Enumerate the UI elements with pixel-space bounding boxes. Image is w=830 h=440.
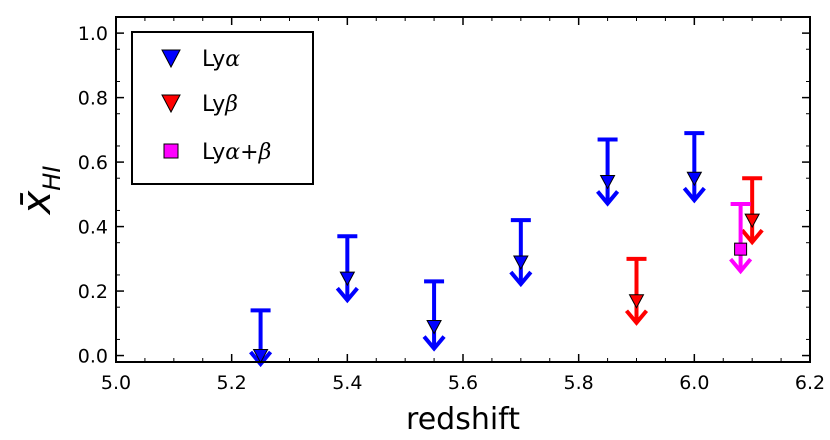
x-tick-label: 6.2 — [795, 372, 825, 394]
legend-entry-label: Lyα+β — [202, 140, 271, 165]
legend-marker-square — [163, 143, 179, 159]
data-point-triangle — [252, 349, 269, 364]
data-point-triangle — [628, 294, 645, 309]
axes-border — [115, 16, 811, 363]
series-Lyα+β — [729, 202, 753, 275]
data-point-triangle — [599, 174, 616, 190]
upper-limit-arrowhead — [596, 190, 620, 207]
data-point-triangle — [512, 255, 529, 271]
y-axis-label-main: x̄ — [14, 190, 60, 216]
data-point-triangle — [426, 320, 442, 335]
svg-text:x̄HI: x̄HI — [14, 166, 66, 217]
upper-limit-arrowhead — [729, 257, 753, 275]
x-tick-label: 5.8 — [564, 372, 594, 394]
legend-marker-triangle — [161, 49, 181, 69]
x-axis-label: redshift — [406, 402, 520, 437]
y-tick-label: 0.2 — [78, 281, 108, 303]
x-tick-label: 5.6 — [448, 372, 478, 394]
plot-frame — [115, 16, 811, 363]
legend-entry-label: Lyα — [202, 47, 240, 72]
y-tick-label: 0.0 — [78, 346, 108, 368]
series-Lyβ — [624, 176, 764, 326]
upper-limit-arrowhead — [422, 335, 446, 352]
x-tick-label: 6.0 — [679, 372, 709, 394]
data-point-triangle — [686, 171, 703, 187]
x-tick-label: 5.4 — [332, 372, 362, 394]
data-point-triangle — [744, 213, 761, 229]
y-tick-label: 1.0 — [78, 23, 108, 45]
y-axis-ticks: 0.0 0.2 0.4 0.6 0.8 1.0 — [78, 23, 810, 368]
data-point-square — [734, 242, 748, 256]
data-marks — [249, 131, 764, 368]
y-axis-label-subscript: HI — [38, 166, 66, 191]
legend: Lyα Lyβ Lyα+β — [131, 31, 314, 185]
y-tick-label: 0.6 — [78, 152, 108, 174]
upper-limit-arrowhead — [335, 286, 359, 304]
upper-limit-arrowhead — [682, 186, 706, 204]
data-point-triangle — [339, 271, 356, 287]
y-tick-label: 0.8 — [78, 88, 108, 110]
upper-limit-arrowhead — [624, 309, 649, 326]
y-tick-label: 0.4 — [78, 217, 108, 239]
x-tick-label: 5.2 — [217, 372, 247, 394]
x-tick-label: 5.0 — [101, 372, 131, 394]
legend-box — [131, 31, 314, 185]
y-axis-label: x̄HI — [14, 166, 66, 217]
upper-limit-arrowhead — [740, 228, 764, 246]
upper-limit-arrowhead — [509, 270, 533, 288]
x-axis-ticks: 5.0 5.2 5.4 5.6 5.8 6.0 6.2 — [101, 17, 825, 394]
legend-entry-label: Lyβ — [202, 92, 238, 117]
legend-marker-triangle — [161, 94, 181, 114]
series-Lyα — [249, 131, 706, 368]
upper-limit-arrowhead — [249, 350, 273, 368]
